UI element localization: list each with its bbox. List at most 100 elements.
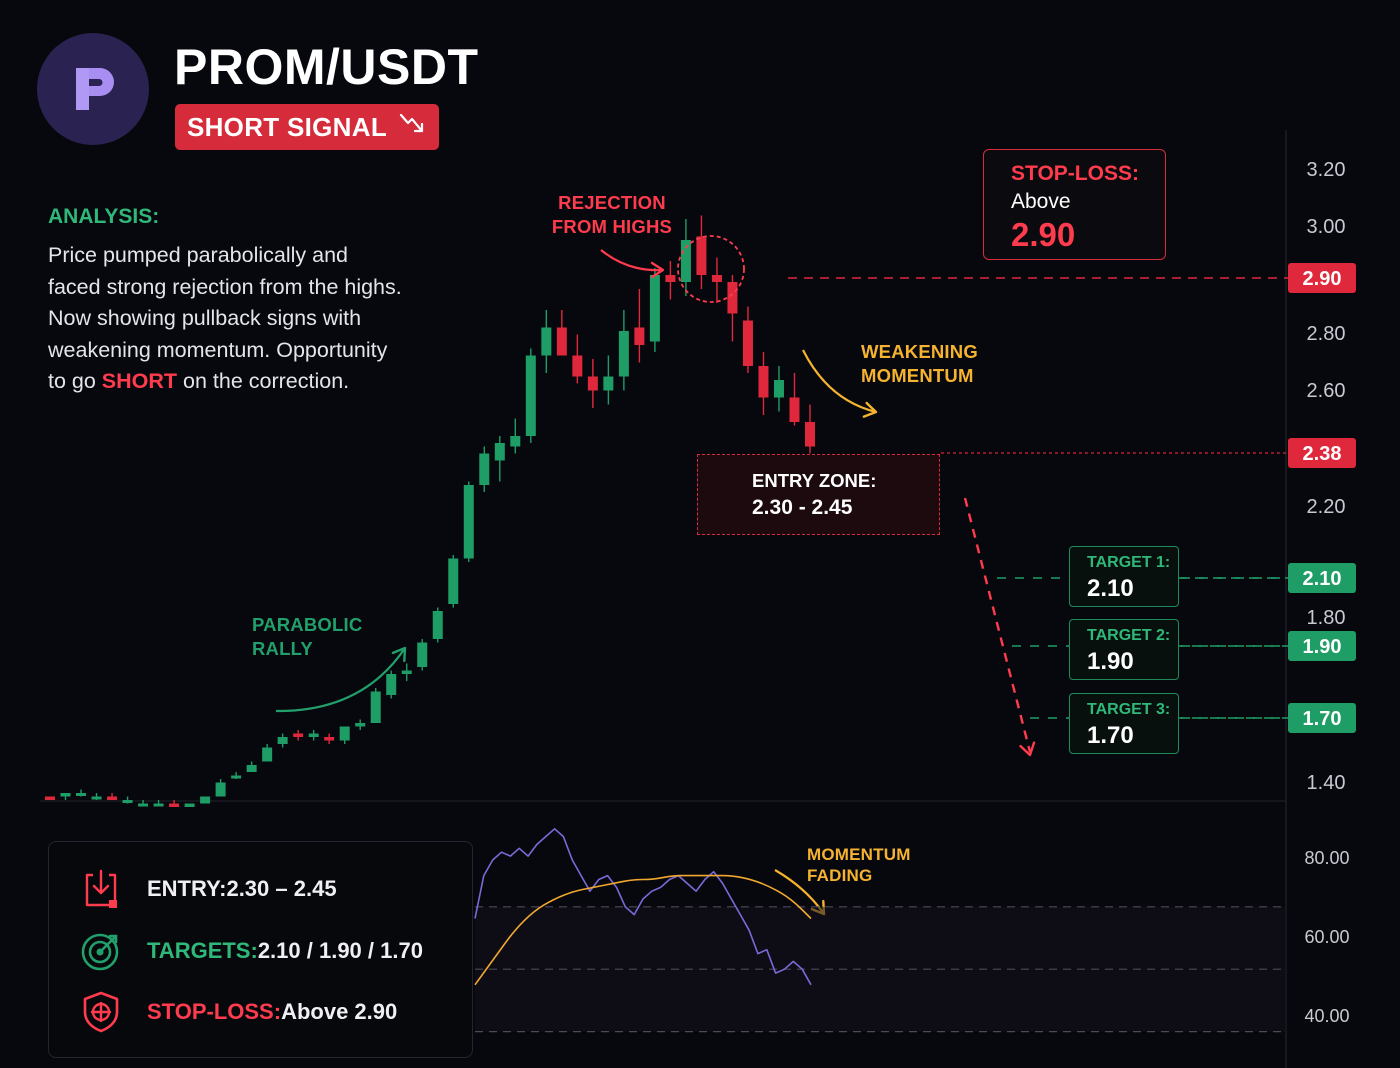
short-signal-badge: SHORT SIGNAL bbox=[175, 104, 439, 150]
analysis-text: Price pumped parabolically and faced str… bbox=[48, 240, 448, 398]
price-level-tag bbox=[1288, 631, 1356, 661]
price-level-tag-label: 2.38 bbox=[1303, 443, 1342, 465]
short-projection-arrow bbox=[963, 497, 1032, 753]
candle-body bbox=[556, 327, 567, 356]
target-value: 1.70 bbox=[1087, 722, 1134, 749]
annotation-line: PARABOLIC bbox=[252, 614, 363, 635]
weakening-arrow-head bbox=[862, 401, 878, 418]
candle-body bbox=[742, 320, 753, 366]
stop-loss-sub: Above bbox=[1011, 190, 1071, 213]
analysis-text-pre: to go bbox=[48, 369, 102, 394]
price-level-tag bbox=[1288, 703, 1356, 733]
target-label: TARGET 1: bbox=[1087, 554, 1171, 571]
candle-body bbox=[153, 803, 164, 807]
candle-body bbox=[727, 282, 738, 314]
candle-body bbox=[758, 366, 769, 398]
candle-body bbox=[494, 443, 505, 461]
entry-zone-box: ENTRY ZONE: 2.30 - 2.45 bbox=[697, 454, 940, 535]
summary-stop-label: STOP-LOSS: bbox=[147, 999, 282, 1024]
price-level-tag bbox=[1288, 438, 1356, 468]
candle-body bbox=[448, 558, 459, 604]
candle-body bbox=[184, 803, 195, 807]
candle-body bbox=[618, 331, 629, 377]
stop-loss-label: STOP-LOSS: bbox=[1011, 162, 1139, 185]
candle-body bbox=[277, 737, 288, 744]
summary-stop-row: STOP-LOSS: Above 2.90 bbox=[49, 988, 397, 1036]
parabolic-arrow-head bbox=[391, 646, 407, 663]
short-projection-arrow-head bbox=[1019, 741, 1036, 757]
rejection-arrow bbox=[600, 249, 664, 272]
entry-download-icon bbox=[77, 865, 125, 913]
price-tick-label: 1.40 bbox=[1307, 772, 1346, 794]
trade-summary-panel: ENTRY: 2.30 – 2.45 TARGETS: 2.10 / 1.90 … bbox=[48, 841, 473, 1058]
annotation-line: MOMENTUM bbox=[861, 365, 974, 386]
summary-targets-value: 2.10 / 1.90 / 1.70 bbox=[257, 938, 423, 963]
candle-body bbox=[215, 782, 226, 797]
annotation-line: REJECTION bbox=[558, 192, 666, 213]
pair-title: PROM/USDT bbox=[174, 39, 479, 95]
rsi-tick-label: 80.00 bbox=[1304, 848, 1349, 868]
price-tick-label: 2.80 bbox=[1307, 323, 1346, 345]
target-2-box: TARGET 2: 1.90 bbox=[1069, 619, 1179, 680]
momentum-fading-annotation: MOMENTUM FADING bbox=[807, 844, 911, 886]
analysis-line: to go SHORT on the correction. bbox=[48, 366, 448, 398]
target-label: TARGET 2: bbox=[1087, 627, 1171, 644]
candle-body bbox=[324, 737, 335, 741]
candle-body bbox=[246, 765, 257, 772]
candle-body bbox=[200, 796, 211, 804]
stop-loss-box: STOP-LOSS: Above 2.90 bbox=[983, 149, 1166, 260]
price-level-tag-label: 1.90 bbox=[1303, 636, 1342, 658]
summary-stop-value: Above 2.90 bbox=[281, 999, 398, 1024]
candle-body bbox=[339, 726, 350, 741]
rsi-ma-line bbox=[474, 874, 812, 986]
candle-body bbox=[525, 355, 536, 436]
candle-body bbox=[773, 380, 784, 398]
candle-body bbox=[479, 453, 490, 485]
candle-body bbox=[293, 733, 304, 737]
weakening-annotation: WEAKENING MOMENTUM bbox=[861, 340, 978, 388]
rsi-tick-label: 60.00 bbox=[1304, 927, 1349, 947]
analysis-line: Now showing pullback signs with bbox=[48, 306, 362, 331]
trend-down-icon bbox=[399, 111, 427, 144]
summary-entry-label: ENTRY: bbox=[147, 876, 227, 901]
candle-body bbox=[60, 793, 71, 797]
candle-body bbox=[541, 327, 552, 356]
target-label: TARGET 3: bbox=[1087, 701, 1171, 718]
entry-zone-value: 2.30 - 2.45 bbox=[752, 495, 853, 519]
candle-body bbox=[262, 747, 273, 762]
rsi-line bbox=[474, 828, 812, 986]
candle-body bbox=[649, 275, 660, 342]
candle-body bbox=[711, 275, 722, 282]
annotation-line: FROM HIGHS bbox=[551, 216, 673, 237]
signal-label: SHORT SIGNAL bbox=[186, 111, 388, 142]
candle-body bbox=[386, 674, 397, 695]
price-level-tag-label: 2.90 bbox=[1303, 268, 1342, 290]
prom-logo-icon bbox=[37, 33, 149, 145]
entry-zone-label: ENTRY ZONE: bbox=[752, 469, 877, 491]
candle-body bbox=[805, 422, 815, 447]
candle-body bbox=[463, 485, 474, 559]
candle-body bbox=[572, 355, 583, 377]
candle-body bbox=[696, 236, 707, 275]
target-1-box: TARGET 1: 2.10 bbox=[1069, 546, 1179, 607]
candle-body bbox=[789, 397, 800, 422]
candle-body bbox=[680, 240, 691, 282]
candle-body bbox=[587, 376, 598, 391]
candle-body bbox=[355, 723, 366, 727]
short-highlight: SHORT bbox=[101, 369, 178, 394]
target-value: 1.90 bbox=[1087, 648, 1134, 675]
price-tick-label: 3.20 bbox=[1307, 159, 1346, 181]
analysis-line: faced strong rejection from the highs. bbox=[48, 274, 402, 299]
candle-body bbox=[76, 793, 87, 796]
summary-targets-label: TARGETS: bbox=[147, 938, 258, 963]
candle-body bbox=[603, 376, 614, 391]
annotation-line: FADING bbox=[807, 866, 873, 885]
price-level-tag bbox=[1288, 563, 1356, 593]
candle-body bbox=[308, 733, 319, 737]
candle-body bbox=[401, 670, 412, 674]
annotation-line: RALLY bbox=[252, 638, 313, 659]
summary-entry-row: ENTRY: 2.30 – 2.45 bbox=[49, 865, 337, 913]
summary-entry-value: 2.30 – 2.45 bbox=[226, 876, 337, 901]
rejection-circle bbox=[677, 235, 745, 303]
